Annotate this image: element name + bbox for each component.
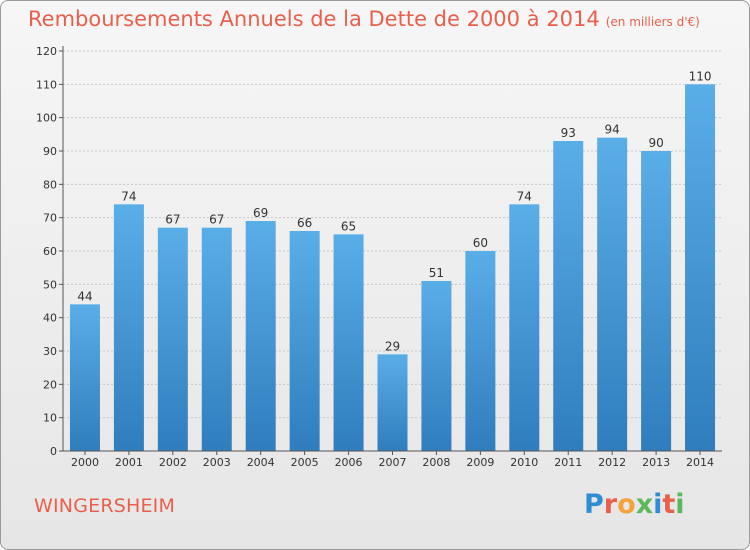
chart-unit-note: (en milliers d'€) [605,15,700,29]
logo-letter: i [675,489,685,520]
y-axis-ticks: 0 10 20 30 40 50 60 70 80 90 100 110 120 [36,45,63,458]
value-label-2004: 69 [253,206,268,220]
y-tick-label: 110 [36,78,57,91]
value-label-2012: 94 [605,123,620,137]
y-tick-label: 0 [50,445,57,458]
y-tick-label: 30 [43,345,57,358]
y-tick-label: 40 [43,312,57,325]
y-tick-label: 100 [36,112,57,125]
x-tick-label: 2011 [554,456,582,469]
bar-2013 [641,151,672,451]
logo-letter: x [635,489,654,520]
bar-2004 [245,221,276,451]
value-label-2008: 51 [429,266,444,280]
x-tick-label: 2003 [203,456,231,469]
x-tick-label: 2012 [598,456,626,469]
y-tick-label: 90 [43,145,57,158]
x-tick-label: 2009 [466,456,494,469]
value-label-2002: 67 [165,213,180,227]
x-axis-ticks: 2000 2001 2002 2003 2004 2005 2006 2007 2008 2009… [71,451,714,469]
x-tick-label: 2001 [115,456,143,469]
value-label-2006: 65 [341,219,356,233]
y-tick-label: 50 [43,278,57,291]
bar-2001 [113,204,144,451]
bar-2012 [597,137,628,451]
chart-title: Remboursements Annuels de la Dette de 20… [28,7,600,31]
value-label-2001: 74 [121,189,136,203]
logo-letter: P [584,489,604,520]
y-tick-label: 80 [43,178,57,191]
x-tick-label: 2008 [422,456,450,469]
bar-2002 [157,227,188,451]
x-tick-label: 2010 [510,456,538,469]
value-label-2014: 110 [689,69,712,83]
bar-2003 [201,227,232,451]
bar-2010 [509,204,540,451]
axes [62,46,722,452]
x-tick-label: 2002 [159,456,187,469]
logo-letter: t [662,489,676,520]
bar-2007 [377,354,408,451]
x-tick-label: 2014 [686,456,714,469]
value-label-2007: 29 [385,339,400,353]
value-label-2009: 60 [473,236,488,250]
logo-letter: o [617,489,636,520]
x-tick-label: 2006 [335,456,363,469]
bar-2011 [553,141,584,451]
city-name: WINGERSHEIM [34,495,176,517]
x-tick-label: 2013 [642,456,670,469]
bar-2005 [289,231,320,451]
y-tick-label: 60 [43,245,57,258]
value-label-2005: 66 [297,216,312,230]
logo-letter: r [603,489,618,520]
value-label-2003: 67 [209,213,224,227]
y-tick-label: 70 [43,212,57,225]
y-tick-label: 20 [43,378,57,391]
bar-2014 [685,84,716,451]
value-label-2011: 93 [561,126,576,140]
y-tick-label: 10 [43,412,57,425]
bar-2008 [421,281,452,451]
bar-2000 [69,304,100,451]
x-tick-label: 2004 [247,456,275,469]
bar-2009 [465,251,496,451]
x-tick-label: 2007 [379,456,407,469]
x-tick-label: 2005 [291,456,319,469]
proxiti-logo: Proxiti [584,489,685,520]
value-labels: 44 74 67 67 69 66 65 29 51 60 74 93 94 90 110 [77,69,711,353]
logo-letter: i [653,489,663,520]
bars [69,84,716,451]
value-label-2013: 90 [648,136,663,150]
x-tick-label: 2000 [71,456,99,469]
chart-title-block: Remboursements Annuels de la Dette de 20… [28,7,700,31]
value-label-2000: 44 [77,289,92,303]
y-tick-label: 120 [36,45,57,58]
bar-2006 [333,234,364,451]
value-label-2010: 74 [517,189,532,203]
